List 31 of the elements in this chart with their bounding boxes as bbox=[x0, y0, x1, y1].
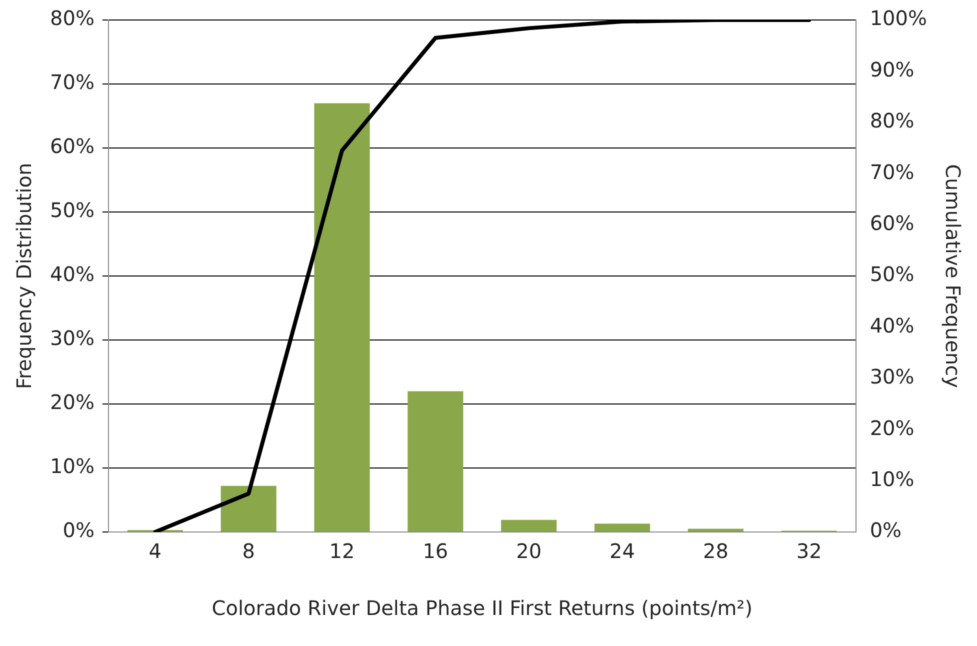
x-tick-label: 24 bbox=[610, 539, 635, 564]
y-tick-label: 60% bbox=[50, 134, 94, 158]
y2-tick-label: 0% bbox=[870, 518, 902, 542]
x-tick-label: 32 bbox=[796, 539, 822, 564]
y2-tick-label: 60% bbox=[870, 211, 914, 236]
x-tick-label: 4 bbox=[148, 539, 162, 564]
y2-tick-label: 30% bbox=[870, 364, 914, 389]
y2-tick-label: 100% bbox=[870, 6, 928, 30]
x-tick-label: 20 bbox=[516, 539, 542, 564]
y-tick-label: 70% bbox=[50, 70, 94, 94]
y-tick-label: 50% bbox=[50, 198, 94, 222]
y-tick-label: 10% bbox=[50, 454, 94, 478]
y2-tick-label: 10% bbox=[870, 467, 914, 492]
y-tick-label: 0% bbox=[62, 518, 94, 542]
x-tick-label: 12 bbox=[329, 539, 355, 564]
y-tick-label: 30% bbox=[50, 326, 94, 350]
y2-tick-label: 20% bbox=[870, 416, 914, 440]
x-axis-title: Colorado River Delta Phase II First Returns (points/m²) bbox=[212, 596, 753, 620]
y-tick-label: 20% bbox=[50, 390, 94, 414]
y-tick-label: 80% bbox=[50, 6, 94, 30]
y2-tick-label: 50% bbox=[870, 262, 914, 286]
y2-axis-title: Cumulative Frequency bbox=[940, 164, 965, 388]
y2-tick-label: 80% bbox=[870, 108, 914, 133]
x-tick-label: 28 bbox=[702, 539, 728, 564]
x-tick-label: 16 bbox=[422, 539, 448, 564]
y2-tick-label: 70% bbox=[870, 160, 914, 184]
y-axis-title: Frequency Distribution bbox=[12, 162, 36, 390]
y-tick-label: 40% bbox=[50, 262, 94, 286]
y2-tick-label: 40% bbox=[870, 313, 914, 338]
y2-tick-label: 90% bbox=[870, 57, 914, 82]
x-tick-label: 8 bbox=[242, 539, 255, 564]
